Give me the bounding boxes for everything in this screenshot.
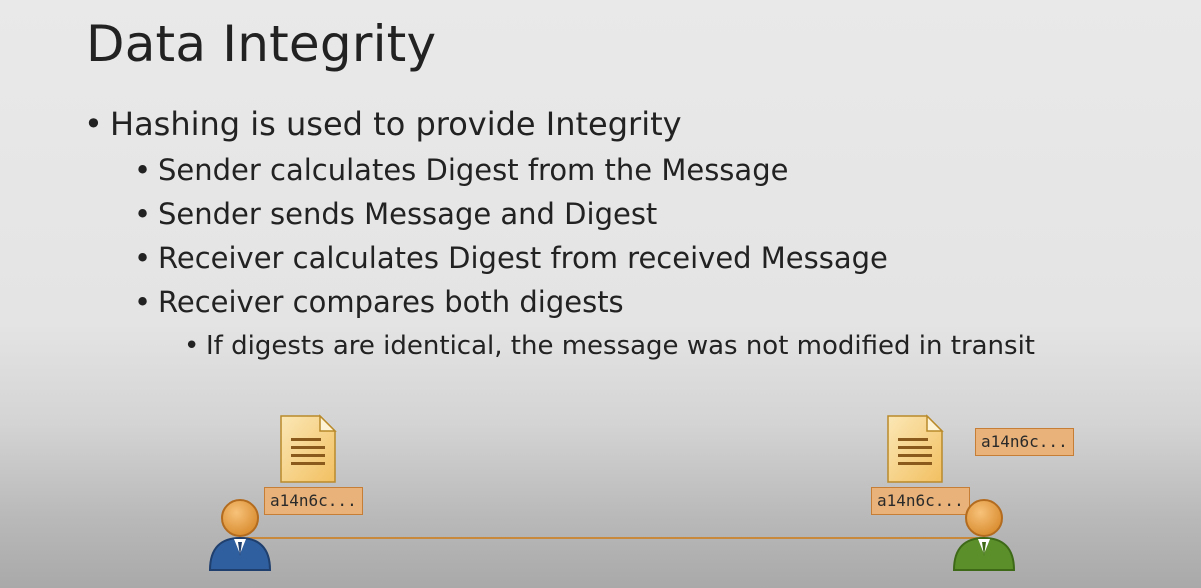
bullet-item: • Sender calculates Digest from the Mess… bbox=[134, 148, 789, 192]
receiver-digest-tag: a14n6c... bbox=[871, 487, 970, 515]
bullet-dot: • bbox=[134, 153, 152, 187]
receiver-person-icon bbox=[952, 499, 1016, 571]
sender-digest-tag: a14n6c... bbox=[264, 487, 363, 515]
bullet-text: Sender sends Message and Digest bbox=[158, 197, 658, 231]
bullet-dot: • bbox=[84, 105, 103, 143]
bullet-text: Receiver compares both digests bbox=[158, 285, 624, 319]
bullet-dot: • bbox=[134, 197, 152, 231]
document-icon bbox=[887, 414, 944, 483]
bullet-text: Sender calculates Digest from the Messag… bbox=[158, 153, 789, 187]
bullet-item: • Sender sends Message and Digest bbox=[134, 192, 658, 236]
document-icon bbox=[280, 414, 337, 483]
bullet-item: • If digests are identical, the message … bbox=[184, 326, 1036, 366]
slide-title: Data Integrity bbox=[86, 15, 437, 73]
bullet-text: If digests are identical, the message wa… bbox=[206, 331, 1036, 361]
bullet-item: • Receiver calculates Digest from receiv… bbox=[134, 236, 888, 280]
connection-line bbox=[240, 537, 985, 539]
sender-person-icon bbox=[208, 499, 272, 571]
bullet-dot: • bbox=[184, 331, 200, 361]
bullet-item: • Hashing is used to provide Integrity bbox=[84, 100, 682, 148]
bullet-text: Receiver calculates Digest from received… bbox=[158, 241, 888, 275]
bullet-item: • Receiver compares both digests bbox=[134, 280, 624, 324]
receiver-calculated-digest-tag: a14n6c... bbox=[975, 428, 1074, 456]
bullet-dot: • bbox=[134, 241, 152, 275]
integrity-diagram: a14n6c... bbox=[0, 400, 1201, 588]
bullet-dot: • bbox=[134, 285, 152, 319]
bullet-text: Hashing is used to provide Integrity bbox=[110, 105, 682, 143]
